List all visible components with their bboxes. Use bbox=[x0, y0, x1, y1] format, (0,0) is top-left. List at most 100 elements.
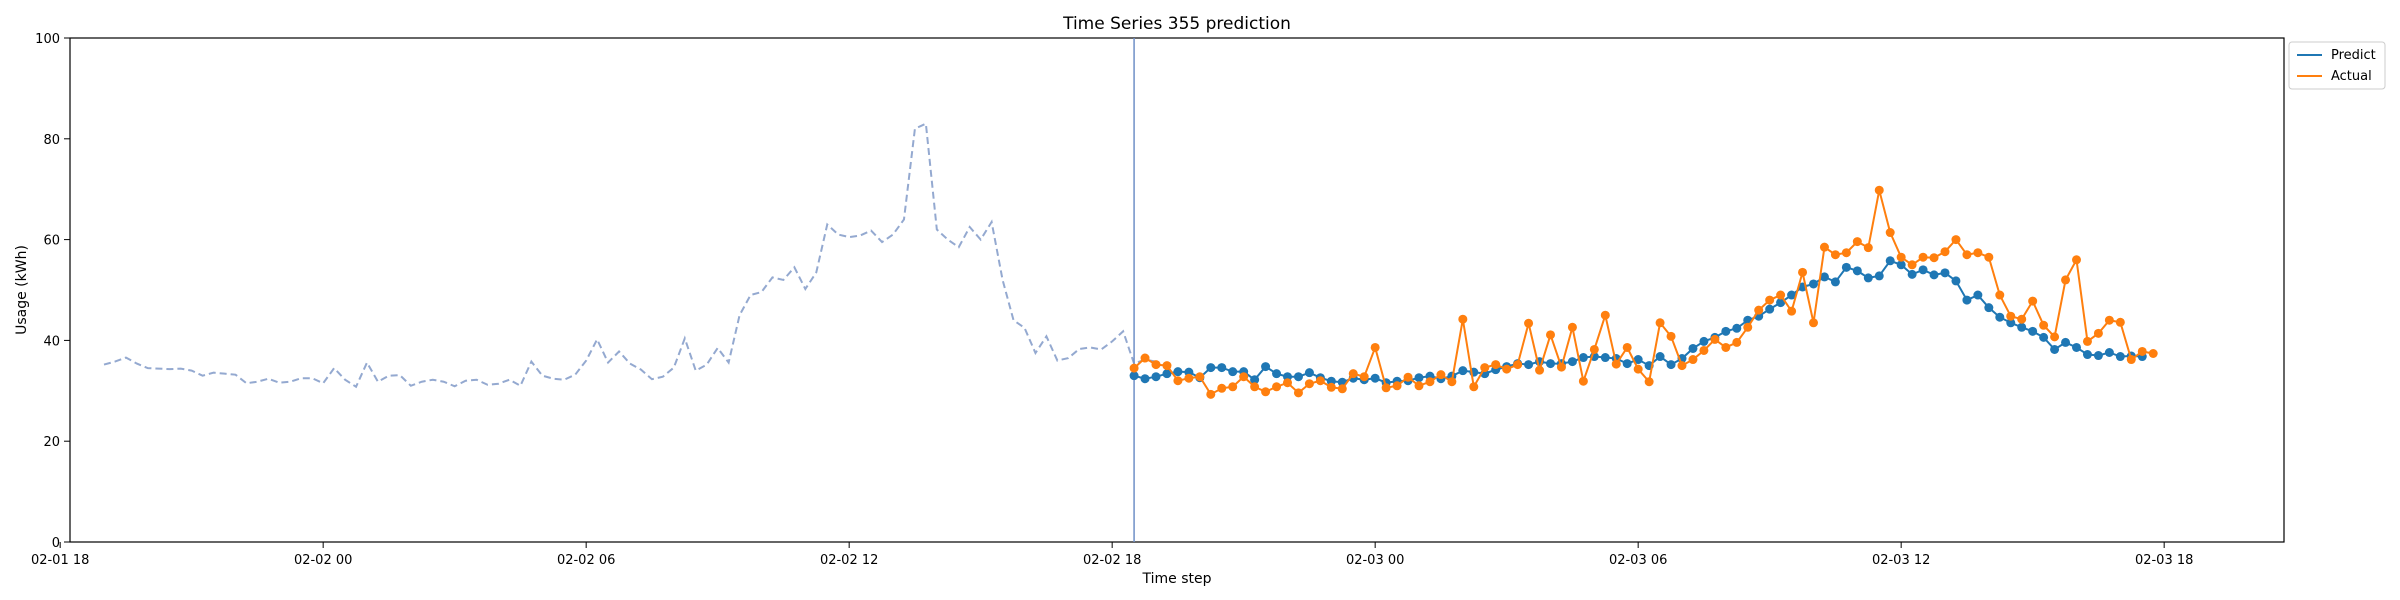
actual-point bbox=[1699, 345, 1709, 355]
actual-point bbox=[1140, 353, 1150, 363]
predict-point bbox=[1524, 360, 1534, 370]
actual-point bbox=[1173, 376, 1183, 386]
predict-point bbox=[1129, 371, 1139, 381]
actual-point bbox=[1995, 290, 2005, 300]
actual-point bbox=[1819, 242, 1829, 252]
predict-point bbox=[1633, 355, 1643, 365]
predict-point bbox=[2050, 344, 2060, 354]
predict-point bbox=[2104, 347, 2114, 357]
actual-point bbox=[1688, 355, 1698, 365]
x-axis-label: Time step bbox=[1142, 571, 1212, 587]
predict-point bbox=[1666, 360, 1676, 370]
predict-point bbox=[1885, 256, 1895, 266]
actual-point bbox=[1359, 372, 1369, 382]
predict-point bbox=[1940, 268, 1950, 278]
y-tick-label: 20 bbox=[43, 435, 60, 450]
actual-point bbox=[1414, 381, 1424, 391]
predict-point bbox=[1984, 303, 1994, 313]
actual-point bbox=[2061, 275, 2071, 285]
actual-point bbox=[1162, 361, 1172, 371]
actual-point bbox=[1272, 382, 1282, 392]
predict-point bbox=[1250, 375, 1260, 385]
predict-point bbox=[1272, 369, 1282, 379]
actual-point bbox=[1348, 369, 1358, 379]
predict-point bbox=[1962, 295, 1972, 305]
predict-point bbox=[1929, 270, 1939, 280]
predict-point bbox=[1841, 262, 1851, 272]
predict-point bbox=[1918, 265, 1928, 275]
predict-point bbox=[1995, 312, 2005, 322]
actual-point bbox=[1535, 365, 1545, 375]
actual-point bbox=[1228, 382, 1238, 392]
actual-point bbox=[1589, 344, 1599, 354]
predict-point bbox=[1578, 353, 1588, 363]
actual-point bbox=[2017, 314, 2027, 324]
legend-actual-label: Actual bbox=[2331, 69, 2372, 84]
x-tick-label: 02-02 12 bbox=[820, 553, 878, 568]
actual-point bbox=[1293, 388, 1303, 398]
actual-point bbox=[1403, 372, 1413, 382]
predict-point bbox=[1809, 279, 1818, 289]
predict-point bbox=[1567, 357, 1577, 367]
y-axis: 0 20 40 60 80 100 bbox=[35, 32, 70, 551]
actual-point bbox=[1556, 362, 1566, 372]
x-tick-label: 02-02 18 bbox=[1083, 553, 1141, 568]
x-tick-label: 02-02 06 bbox=[557, 553, 615, 568]
actual-point bbox=[1480, 363, 1490, 373]
y-tick-label: 100 bbox=[35, 32, 60, 47]
actual-point bbox=[1721, 342, 1731, 352]
actual-point bbox=[1469, 382, 1479, 392]
actual-point bbox=[1502, 364, 1512, 374]
chart-marks bbox=[103, 38, 2158, 542]
actual-point bbox=[1206, 389, 1216, 399]
actual-point bbox=[1929, 253, 1939, 263]
actual-point bbox=[1491, 360, 1501, 370]
actual-point bbox=[1885, 228, 1895, 238]
y-tick-label: 80 bbox=[43, 133, 60, 148]
predict-point bbox=[1787, 290, 1797, 300]
predict-point bbox=[1304, 368, 1314, 378]
actual-point bbox=[1962, 250, 1972, 260]
actual-point bbox=[1458, 314, 1468, 324]
actual-point bbox=[1765, 295, 1775, 305]
actual-point bbox=[1896, 252, 1906, 262]
actual-point bbox=[1195, 372, 1205, 382]
predict-point bbox=[1776, 298, 1786, 308]
x-tick-label: 02-03 18 bbox=[2135, 553, 2193, 568]
actual-point bbox=[1754, 305, 1764, 315]
predict-point bbox=[1721, 326, 1731, 336]
predict-point bbox=[1546, 359, 1555, 369]
predict-point bbox=[2017, 322, 2027, 332]
predict-point bbox=[1206, 363, 1216, 373]
predict-point bbox=[1414, 373, 1424, 383]
predict-point bbox=[1830, 277, 1840, 287]
y-tick-label: 40 bbox=[43, 334, 60, 349]
predict-point bbox=[1896, 260, 1906, 270]
predict-point bbox=[1228, 367, 1238, 377]
actual-point bbox=[1809, 318, 1818, 328]
actual-point bbox=[2006, 311, 2016, 321]
actual-point bbox=[1732, 337, 1742, 347]
actual-point bbox=[1261, 387, 1271, 397]
actual-point bbox=[2050, 332, 2060, 342]
actual-point bbox=[1250, 382, 1260, 392]
actual-point bbox=[1644, 377, 1654, 387]
legend-predict-label: Predict bbox=[2331, 48, 2376, 63]
actual-point bbox=[1907, 260, 1917, 270]
predict-point bbox=[1140, 374, 1150, 384]
actual-point bbox=[1524, 318, 1534, 328]
actual-point bbox=[1852, 237, 1862, 247]
actual-point bbox=[1370, 342, 1380, 352]
actual-point bbox=[1787, 306, 1797, 316]
actual-point bbox=[1622, 342, 1632, 352]
actual-point bbox=[1447, 377, 1457, 387]
actual-point bbox=[1513, 360, 1523, 370]
actual-point bbox=[1863, 243, 1873, 253]
actual-point bbox=[2137, 346, 2147, 356]
actual-point bbox=[1918, 252, 1928, 262]
actual-point bbox=[1392, 381, 1402, 391]
predict-point bbox=[1655, 352, 1665, 362]
actual-point bbox=[2126, 355, 2136, 365]
actual-point bbox=[2115, 317, 2125, 327]
